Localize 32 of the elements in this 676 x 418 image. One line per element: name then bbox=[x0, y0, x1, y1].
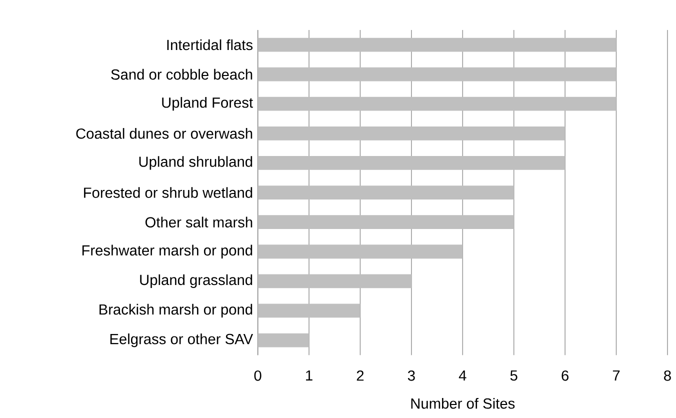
x-tick-label: 7 bbox=[612, 370, 620, 381]
y-tick-label: Coastal dunes or overwash bbox=[76, 128, 252, 139]
x-tick-label: 8 bbox=[664, 370, 671, 381]
bar bbox=[258, 244, 463, 259]
y-tick-label: Freshwater marsh or pond bbox=[82, 244, 252, 258]
y-tick-label: Eelgrass or other SAV bbox=[110, 333, 254, 348]
bar bbox=[258, 333, 310, 348]
x-tick-label: 2 bbox=[356, 370, 364, 381]
bar bbox=[258, 186, 514, 200]
bar bbox=[258, 274, 412, 288]
x-tick-label: 3 bbox=[408, 370, 415, 381]
x-tick-label: 4 bbox=[458, 370, 466, 381]
bar bbox=[258, 304, 360, 318]
x-tick-label: 1 bbox=[306, 370, 312, 381]
y-tick-label: Upland Forest bbox=[162, 97, 253, 111]
bar bbox=[258, 67, 616, 82]
y-tick-label: Other salt marsh bbox=[145, 216, 252, 228]
bar bbox=[258, 38, 616, 52]
y-tick-label: Intertidal flats bbox=[167, 39, 253, 50]
bar bbox=[258, 156, 566, 170]
x-tick-label: 0 bbox=[254, 370, 262, 381]
x-tick-label: 5 bbox=[510, 370, 518, 381]
y-tick-label: Forested or shrub wetland bbox=[84, 187, 252, 198]
bar bbox=[258, 96, 616, 111]
x-tick-label: 6 bbox=[562, 370, 568, 381]
y-tick-label: Upland grassland bbox=[140, 274, 252, 288]
bar bbox=[258, 215, 514, 230]
y-tick-label: Sand or cobble beach bbox=[111, 68, 252, 80]
y-tick-label: Upland shrubland bbox=[139, 156, 252, 170]
y-tick-label: Brackish marsh or pond bbox=[100, 304, 252, 318]
bar bbox=[258, 126, 566, 140]
x-axis-title: Number of Sites bbox=[411, 398, 515, 409]
